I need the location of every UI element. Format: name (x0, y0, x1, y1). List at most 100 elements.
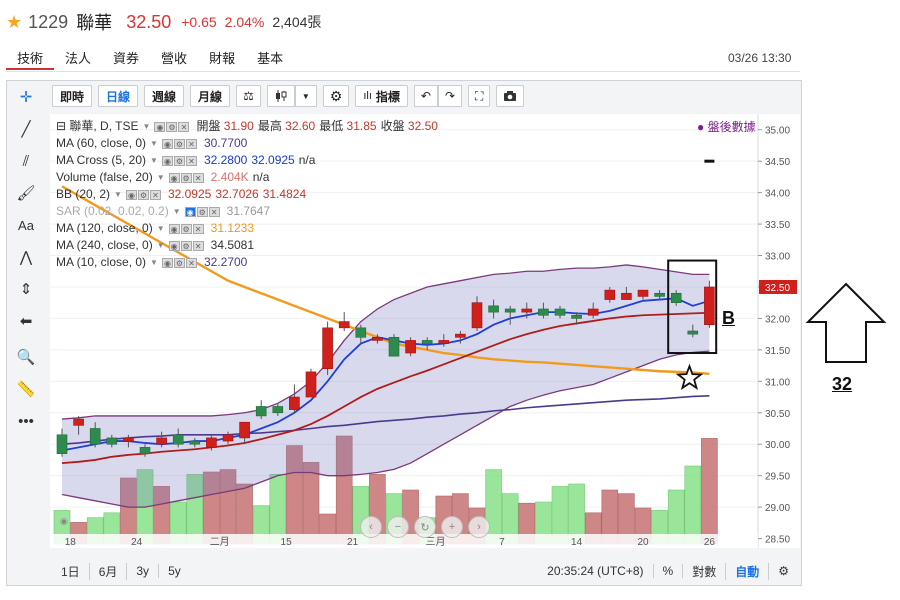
more-dots-icon[interactable]: ••• (18, 412, 34, 430)
trend-line-icon[interactable]: ╱ (21, 121, 31, 138)
fib-tool-icon[interactable]: ⫽ (22, 152, 30, 170)
tab-financials[interactable]: 財報 (209, 51, 236, 66)
remove-icon[interactable]: ✕ (185, 257, 197, 268)
auto-scale-toggle[interactable]: 自動 (726, 562, 770, 580)
brush-icon[interactable]: 🖌 (16, 185, 36, 202)
settings-icon[interactable]: ⚙ (196, 206, 208, 217)
visibility-icon[interactable]: ◉ (161, 155, 173, 166)
interval-daily-button[interactable]: 日線 (98, 85, 139, 107)
legend-dropdown-icon[interactable]: ▼ (172, 207, 181, 216)
settings-gear-icon[interactable]: ⚙ (322, 85, 350, 107)
legend-dropdown-icon[interactable]: ▼ (150, 139, 158, 148)
settings-icon[interactable]: ⚙ (173, 257, 185, 268)
visibility-icon[interactable]: ◉ (184, 206, 196, 217)
zoom-in-icon[interactable]: + (441, 516, 463, 538)
tab-revenue[interactable]: 營收 (161, 51, 188, 66)
remove-icon[interactable]: ✕ (192, 223, 204, 234)
legend-dropdown-icon[interactable]: ▼ (150, 156, 158, 165)
legend-dropdown-icon[interactable]: ▼ (156, 241, 165, 250)
settings-icon[interactable]: ⚙ (137, 189, 149, 200)
legend-controls[interactable]: ◉ ⚙ ✕ (184, 206, 221, 217)
arrow-left-icon[interactable]: ⬅ (19, 313, 33, 330)
tab-margin[interactable]: 資券 (113, 51, 140, 66)
scale-settings-gear-icon[interactable]: ⚙ (778, 564, 789, 578)
visibility-icon[interactable]: ◉ (161, 257, 173, 268)
legend-row[interactable]: BB (20, 2) ▼ ◉ ⚙ ✕ 32.0925 32.7026 31.4824 (56, 186, 442, 203)
remove-icon[interactable]: ✕ (185, 155, 197, 166)
settings-icon[interactable]: ⚙ (180, 172, 192, 183)
legend-controls[interactable]: ◉ ⚙ ✕ (125, 189, 162, 200)
legend-row[interactable]: MA (240, close, 0) ▼ ◉ ⚙ ✕ 34.5081 (56, 237, 442, 254)
interval-monthly-button[interactable]: 月線 (190, 85, 231, 107)
visibility-icon[interactable]: ◉ (168, 223, 180, 234)
candlestick-icon[interactable] (266, 85, 295, 107)
settings-icon[interactable]: ⚙ (173, 155, 185, 166)
tab-institutional[interactable]: 法人 (65, 51, 92, 66)
legend-row[interactable]: ⊟ 聯華, D, TSE ▼ ◉ ⚙ ✕ 開盤 31.90 最高 32.60 最低 31.85… (56, 118, 442, 135)
visibility-icon[interactable]: ◉ (154, 121, 166, 132)
measure-tool-icon[interactable]: ⇕ (19, 281, 33, 298)
tab-technical[interactable]: 技術 (6, 44, 55, 70)
zoom-icon[interactable]: 🔍 (16, 349, 36, 366)
interval-weekly-button[interactable]: 週線 (144, 85, 185, 107)
legend-row[interactable]: Volume (false, 20) ▼ ◉ ⚙ ✕ 2.404K n/a (56, 169, 442, 186)
compare-scale-icon[interactable]: ⚖ (236, 85, 261, 107)
post-market-label[interactable]: ● 盤後數據 (697, 120, 756, 134)
visibility-icon[interactable]: ◉ (168, 240, 180, 251)
legend-controls[interactable]: ◉ ⚙ ✕ (168, 172, 205, 183)
percent-toggle[interactable]: % (654, 564, 684, 578)
remove-icon[interactable]: ✕ (208, 206, 220, 217)
settings-icon[interactable]: ⚙ (180, 223, 192, 234)
legend-dropdown-icon[interactable]: ▼ (156, 173, 165, 182)
remove-icon[interactable]: ✕ (178, 121, 190, 132)
snapshot-camera-icon[interactable] (496, 85, 525, 107)
legend-dropdown-icon[interactable]: ▼ (114, 190, 122, 199)
log-scale-toggle[interactable]: 對數 (683, 562, 727, 580)
legend-controls[interactable]: ◉ ⚙ ✕ (168, 223, 205, 234)
legend-controls[interactable]: ◉ ⚙ ✕ (161, 155, 198, 166)
range-1d-button[interactable]: 1日 (52, 562, 90, 580)
visibility-icon[interactable]: ◉ (125, 189, 137, 200)
range-6m-button[interactable]: 6月 (90, 562, 128, 580)
crosshair-icon[interactable]: ✛ (19, 89, 33, 106)
legend-row[interactable]: MA (10, close, 0) ▼ ◉ ⚙ ✕ 32.2700 (56, 254, 442, 271)
scroll-left-icon[interactable]: ‹ (360, 516, 382, 538)
scroll-right-icon[interactable]: › (468, 516, 490, 538)
fullscreen-icon[interactable]: ⛶ (468, 85, 491, 107)
legend-dropdown-icon[interactable]: ▼ (156, 224, 165, 233)
range-3y-button[interactable]: 3y (127, 564, 160, 578)
favorite-star-icon[interactable]: ★ (6, 11, 23, 32)
legend-row[interactable]: MA Cross (5, 20) ▼ ◉ ⚙ ✕ 32.2800 32.0925 n/a (56, 152, 442, 169)
legend-controls[interactable]: ◉ ⚙ ✕ (168, 240, 205, 251)
text-tool-icon[interactable]: Aa (18, 217, 34, 233)
remove-icon[interactable]: ✕ (192, 172, 204, 183)
interval-realtime-button[interactable]: 即時 (52, 85, 93, 107)
pattern-tool-icon[interactable]: ⋀ (19, 249, 33, 266)
visibility-icon[interactable]: ◉ (161, 138, 173, 149)
settings-icon[interactable]: ⚙ (180, 240, 192, 251)
redo-icon[interactable]: ↷ (437, 85, 463, 107)
reset-view-icon[interactable]: ↻ (414, 516, 436, 538)
indicators-button[interactable]: ılı 指標 (355, 85, 408, 107)
settings-icon[interactable]: ⚙ (173, 138, 185, 149)
zoom-out-icon[interactable]: − (387, 516, 409, 538)
legend-row[interactable]: MA (60, close, 0) ▼ ◉ ⚙ ✕ 30.7700 (56, 135, 442, 152)
legend-row[interactable]: SAR (0.02, 0.02, 0.2) ▼ ◉ ⚙ ✕ 31.7647 (56, 203, 442, 220)
remove-icon[interactable]: ✕ (192, 240, 204, 251)
ruler-icon[interactable]: 📏 (16, 381, 36, 398)
legend-row[interactable]: MA (120, close, 0) ▼ ◉ ⚙ ✕ 31.1233 (56, 220, 442, 237)
undo-icon[interactable]: ↶ (413, 85, 438, 107)
legend-controls[interactable]: ◉ ⚙ ✕ (161, 257, 198, 268)
legend-controls[interactable]: ◉ ⚙ ✕ (154, 121, 190, 132)
range-5y-button[interactable]: 5y (168, 564, 181, 578)
remove-icon[interactable]: ✕ (149, 189, 161, 200)
visibility-icon[interactable]: ◉ (168, 172, 180, 183)
chart-type-dropdown-icon[interactable]: ▼ (294, 85, 317, 107)
legend-dropdown-icon[interactable]: ▼ (142, 122, 151, 131)
legend-dropdown-icon[interactable]: ▼ (150, 258, 158, 267)
price-chart[interactable]: 35.00 34.50 34.00 33.50 33.00 32.50 32.00 31.50… (50, 114, 800, 548)
legend-controls[interactable]: ◉ ⚙ ✕ (161, 138, 198, 149)
remove-icon[interactable]: ✕ (185, 138, 197, 149)
settings-icon[interactable]: ⚙ (166, 121, 178, 132)
tab-basic[interactable]: 基本 (257, 51, 284, 66)
